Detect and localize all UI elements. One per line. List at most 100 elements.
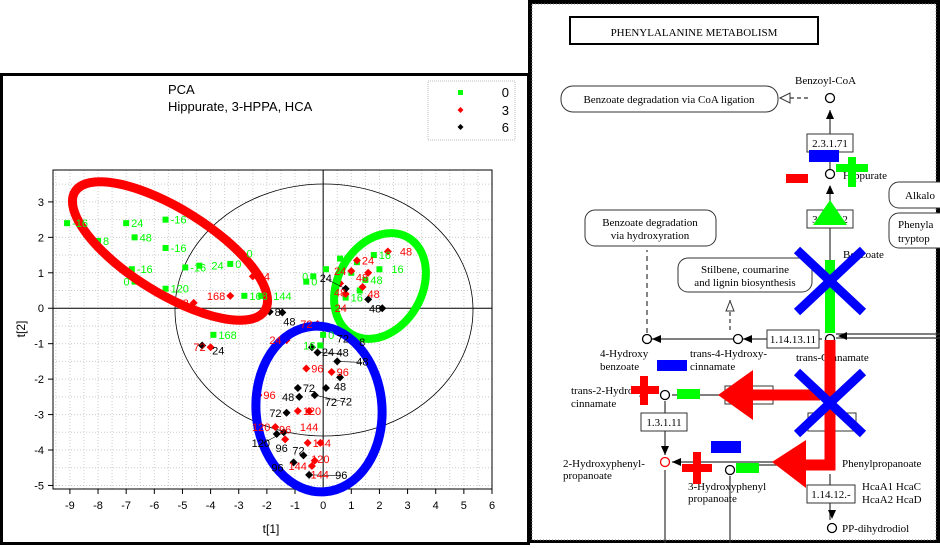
chart-title: PCA: [168, 82, 195, 97]
point-label: 0: [328, 330, 334, 342]
point-series-0: [337, 255, 344, 262]
green-bar: [736, 463, 759, 473]
x-tick-label: -3: [234, 500, 244, 512]
map-link-coa[interactable]: Benzoate degradation via CoA ligation: [560, 85, 779, 113]
point-series-3: [341, 290, 350, 299]
enzyme-1-14-13-11[interactable]: 1.14.13.11: [766, 329, 820, 349]
legend-marker-6: [457, 124, 464, 130]
x-axis-label: t[1]: [263, 522, 280, 536]
compound-benzoylcoa: [824, 92, 836, 104]
point-label: 8: [359, 337, 365, 349]
map-link-alkaloid[interactable]: Alkalo: [888, 181, 940, 209]
x-tick-label: 0: [320, 500, 326, 512]
point-label: 48: [176, 298, 188, 310]
x-tick-label: 4: [433, 500, 439, 512]
point-label: 72: [269, 408, 281, 420]
point-label: 48: [334, 287, 346, 299]
label-leader-line: [317, 352, 343, 354]
point-series-0: [376, 266, 383, 273]
point-series-6: [293, 383, 302, 392]
compound-4-hydroxybenzoate: [641, 333, 653, 345]
point-series-6: [282, 408, 291, 417]
point-label: 24: [269, 335, 281, 347]
point-series-0: [210, 331, 217, 338]
point-label: 24: [334, 266, 346, 278]
point-label: 0: [302, 271, 308, 283]
point-series-0: [131, 234, 138, 241]
map-link-phenylalanine[interactable]: Phenyla tryptop: [888, 212, 940, 249]
point-label: 96: [263, 390, 275, 402]
enzyme-1-3-1-11[interactable]: 1.3.1.11: [640, 412, 688, 432]
point-series-3: [305, 407, 314, 416]
point-series-3: [281, 435, 290, 444]
compound-trans-4-hydroxycinnamate: [732, 333, 744, 345]
decrease-bar-icon: [809, 150, 839, 162]
point-series-0: [196, 262, 203, 269]
blue-group-ellipse: [251, 321, 387, 497]
label-leader-line: [314, 394, 346, 403]
up-arrow-icon: [813, 200, 847, 225]
point-series-6: [336, 373, 345, 382]
label-benzoylcoa: Benzoyl-CoA: [795, 75, 856, 87]
enzyme-1-14-12[interactable]: 1.14.12.-: [806, 484, 856, 504]
point-label: 8: [103, 236, 109, 248]
legend-label-6: 6: [502, 120, 509, 135]
plot-frame: [52, 169, 493, 490]
point-series-0: [362, 276, 369, 283]
compound-3-hydroxyphenylpropanoate: [724, 464, 736, 476]
enzyme-2-3-1-71[interactable]: 2.3.1.71: [806, 133, 854, 153]
kegg-pathway-map: PHENYLALANINE METABOLISM Benzoate degrad…: [531, 3, 940, 543]
cross-icon: [793, 368, 867, 438]
svg-text:via hydroxyration: via hydroxyration: [611, 230, 690, 242]
point-series-6: [299, 451, 308, 460]
svg-text:Benzoate degradation: Benzoate degradation: [602, 217, 698, 229]
point-series-6: [364, 295, 373, 304]
point-label: 0: [247, 248, 253, 260]
point-series-3: [383, 247, 392, 256]
point-label: 48: [369, 303, 381, 315]
minus-icon: [786, 174, 808, 183]
point-label: -16: [171, 215, 187, 227]
point-label: 0: [123, 277, 129, 289]
point-series-0: [356, 287, 363, 294]
point-series-0: [128, 266, 135, 273]
svg-text:propanoate: propanoate: [688, 493, 737, 505]
point-label: 144: [289, 461, 307, 473]
point-label: 96: [279, 424, 291, 436]
point-label: 0: [311, 277, 317, 289]
point-label: 48: [356, 356, 368, 368]
pca-plot: PCA Hippurate, 3-HPPA, HCA 0 3 6 -9 -8 -7-…: [14, 80, 516, 536]
y-tick-label: -3: [34, 410, 44, 422]
point-label: 96: [311, 363, 323, 375]
label-leader-line: [309, 474, 342, 477]
red-group-ellipse: [67, 177, 273, 325]
x-tick-label: -6: [149, 500, 159, 512]
point-label: 16: [303, 340, 315, 352]
point-series-0: [227, 260, 234, 267]
point-series-3: [327, 368, 336, 377]
label-leader-line: [337, 361, 363, 363]
point-series-3: [206, 343, 215, 352]
point-label: 48: [356, 273, 368, 285]
point-label: 24: [362, 255, 374, 267]
point-label: 144: [300, 422, 318, 434]
y-tick-label: 0: [38, 303, 44, 315]
pca-panel: PCA Hippurate, 3-HPPA, HCA 0 3 6 -9 -8 -7-…: [0, 73, 530, 545]
point-label: -16: [171, 243, 187, 255]
point-label: 120: [252, 422, 270, 434]
point-series-0: [64, 220, 71, 227]
point-series-0: [258, 292, 265, 299]
point-label: 120: [311, 454, 329, 466]
point-label: 96: [335, 470, 347, 482]
point-series-3: [302, 364, 311, 373]
label-4-hydroxybenzoate: 4-Hydroxy: [600, 348, 649, 360]
x-tick-label: -4: [206, 500, 216, 512]
legend-marker-0: [458, 90, 463, 95]
svg-text:propanoate: propanoate: [563, 470, 612, 482]
point-series-6: [307, 343, 316, 352]
x-tick-label: 3: [405, 500, 411, 512]
point-label: 24: [211, 261, 223, 273]
